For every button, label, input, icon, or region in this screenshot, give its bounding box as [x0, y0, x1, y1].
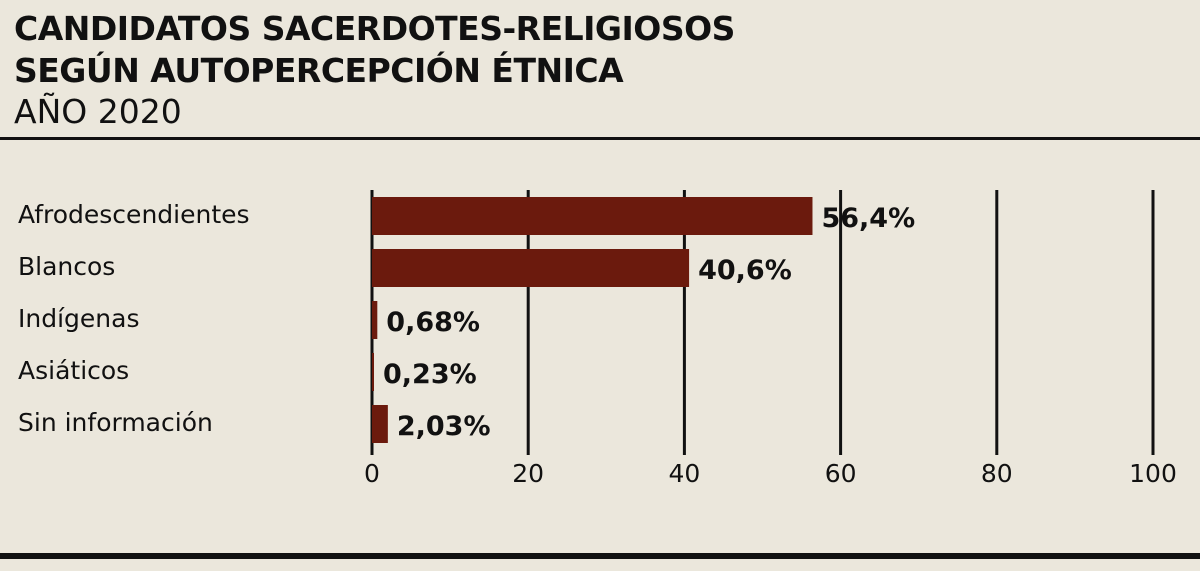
value-label: 2,03%	[397, 411, 491, 442]
category-label: Sin información	[18, 408, 213, 437]
bar	[372, 197, 813, 235]
bar	[372, 301, 378, 339]
tick-label-0: 0	[364, 459, 380, 488]
tick-label-20: 20	[512, 459, 544, 488]
tick-label-60: 60	[825, 459, 857, 488]
bar	[372, 405, 388, 443]
chart-title-line-1: CANDIDATOS SACERDOTES-RELIGIOSOS	[14, 9, 735, 48]
value-label: 0,68%	[386, 307, 480, 338]
chart-title-line-2: SEGÚN AUTOPERCEPCIÓN ÉTNICA	[14, 51, 624, 90]
bottom-divider	[0, 553, 1200, 559]
bar	[372, 353, 374, 391]
bar	[372, 249, 690, 287]
category-label: Blancos	[18, 252, 115, 281]
value-label: 56,4%	[821, 203, 915, 234]
tick-label-100: 100	[1129, 459, 1177, 488]
value-label: 40,6%	[698, 255, 792, 286]
category-label: Afrodescendientes	[18, 200, 250, 229]
top-divider	[0, 137, 1200, 140]
category-label: Indígenas	[18, 304, 139, 333]
chart-title: CANDIDATOS SACERDOTES-RELIGIOSOS SEGÚN A…	[14, 8, 735, 92]
tick-label-40: 40	[668, 459, 700, 488]
category-label: Asiáticos	[18, 356, 129, 385]
value-label: 0,23%	[383, 359, 477, 390]
tick-label-80: 80	[981, 459, 1013, 488]
chart-subtitle: AÑO 2020	[14, 92, 182, 131]
